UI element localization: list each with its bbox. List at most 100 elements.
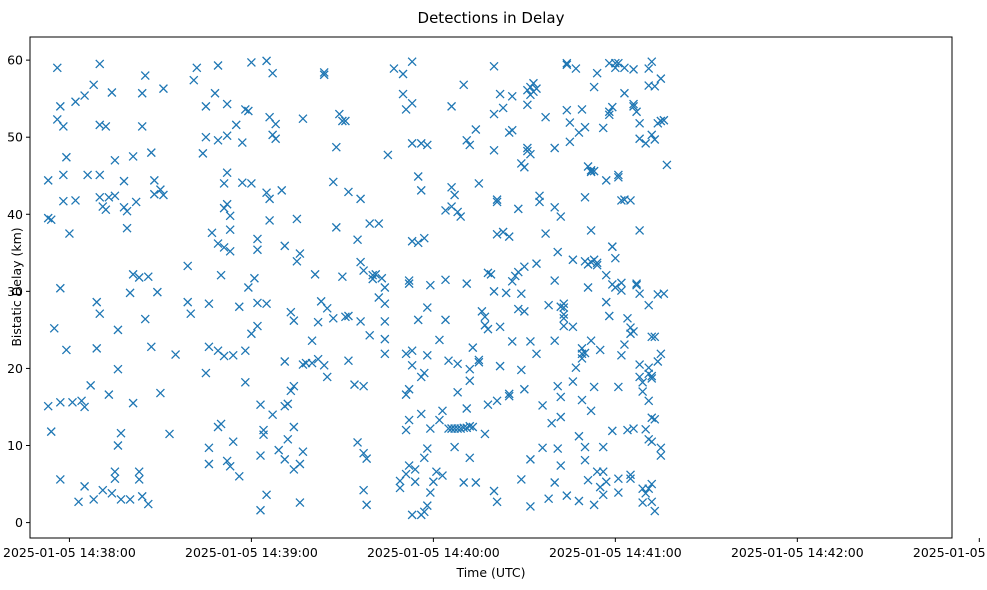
data-point-marker	[143, 272, 153, 282]
data-point-marker	[92, 297, 102, 307]
data-point-marker	[586, 336, 596, 346]
data-point-marker	[380, 349, 390, 359]
data-point-marker	[58, 196, 68, 206]
data-point-marker	[192, 63, 202, 73]
data-point-marker	[507, 276, 517, 286]
data-point-marker	[659, 289, 669, 299]
data-point-marker	[580, 455, 590, 465]
data-point-marker	[356, 194, 366, 204]
data-point-marker	[441, 315, 450, 325]
data-point-marker	[498, 227, 508, 237]
data-point-marker	[519, 306, 529, 316]
data-point-marker	[459, 478, 469, 487]
data-point-marker	[629, 424, 639, 434]
data-point-marker	[407, 57, 417, 67]
data-point-marker	[58, 121, 68, 131]
data-point-marker	[568, 377, 578, 386]
data-point-marker	[653, 357, 663, 366]
data-point-marker	[222, 168, 232, 178]
data-point-marker	[647, 57, 657, 67]
data-point-marker	[371, 269, 381, 279]
data-point-marker	[219, 351, 229, 361]
data-point-marker	[283, 434, 293, 444]
data-point-marker	[632, 280, 642, 290]
data-point-marker	[498, 103, 508, 113]
data-point-marker	[256, 400, 265, 410]
data-point-marker	[319, 360, 329, 370]
data-point-marker	[410, 477, 420, 487]
data-point-marker	[489, 109, 499, 119]
x-tick-label: 2025-01-05 14:39:00	[185, 545, 318, 560]
data-point-marker	[146, 148, 156, 158]
data-point-marker	[243, 106, 253, 116]
data-point-marker	[186, 309, 196, 319]
data-point-marker	[256, 451, 265, 460]
data-point-marker	[571, 363, 581, 373]
data-point-marker	[343, 356, 353, 366]
data-point-marker	[295, 249, 305, 259]
data-point-marker	[322, 303, 332, 313]
data-point-marker	[216, 419, 226, 429]
data-point-marker	[213, 61, 223, 70]
data-point-marker	[538, 443, 548, 453]
data-point-marker	[522, 143, 532, 153]
data-point-marker	[401, 390, 411, 400]
data-point-marker	[240, 377, 250, 387]
data-point-marker	[113, 441, 123, 450]
data-point-marker	[225, 461, 235, 471]
data-point-marker	[586, 165, 596, 175]
data-point-marker	[644, 64, 654, 74]
data-point-marker	[577, 395, 587, 405]
data-point-marker	[234, 471, 244, 481]
data-point-marker	[155, 388, 165, 398]
data-point-marker	[219, 178, 229, 188]
data-point-marker	[137, 121, 147, 131]
data-point-marker	[635, 226, 645, 235]
data-point-marker	[486, 269, 496, 279]
data-point-marker	[134, 273, 144, 282]
data-point-marker	[604, 110, 614, 120]
data-point-marker	[616, 286, 626, 296]
data-point-marker	[146, 342, 156, 352]
data-point-marker	[462, 279, 472, 289]
data-point-marker	[629, 326, 639, 336]
data-point-marker	[280, 241, 290, 251]
data-point-marker	[583, 475, 593, 485]
data-point-marker	[438, 406, 447, 416]
data-point-marker	[465, 140, 475, 150]
data-point-marker	[237, 178, 247, 188]
data-point-marker	[519, 162, 529, 172]
data-point-marker	[101, 121, 111, 131]
data-point-marker	[383, 150, 393, 160]
data-point-marker	[289, 422, 299, 432]
data-point-marker	[550, 276, 560, 286]
data-point-marker	[650, 414, 660, 424]
data-point-marker	[613, 474, 623, 484]
data-point-marker	[422, 140, 432, 150]
data-point-marker	[616, 350, 626, 360]
x-tick-label: 2025-01-05 14:41:00	[549, 545, 682, 560]
data-point-marker	[404, 461, 414, 471]
data-point-marker	[613, 488, 623, 497]
data-point-marker	[158, 190, 168, 200]
data-point-marker	[422, 501, 432, 511]
data-point-marker	[516, 474, 526, 484]
data-point-marker	[277, 185, 287, 195]
data-point-marker	[562, 60, 572, 70]
data-point-marker	[516, 365, 526, 375]
data-point-marker	[152, 287, 162, 297]
data-point-marker	[559, 313, 569, 323]
data-point-marker	[489, 145, 499, 155]
data-point-marker	[601, 477, 611, 487]
data-point-marker	[659, 115, 669, 125]
data-point-marker	[398, 89, 408, 99]
data-point-marker	[268, 68, 278, 78]
data-point-marker	[619, 340, 629, 349]
data-point-marker	[98, 485, 108, 495]
data-point-marker	[61, 152, 71, 162]
data-point-marker	[280, 454, 290, 464]
data-point-marker	[271, 119, 281, 129]
data-point-marker	[365, 330, 375, 340]
x-tick-label: 2025-01-05 14:38:00	[3, 545, 136, 560]
